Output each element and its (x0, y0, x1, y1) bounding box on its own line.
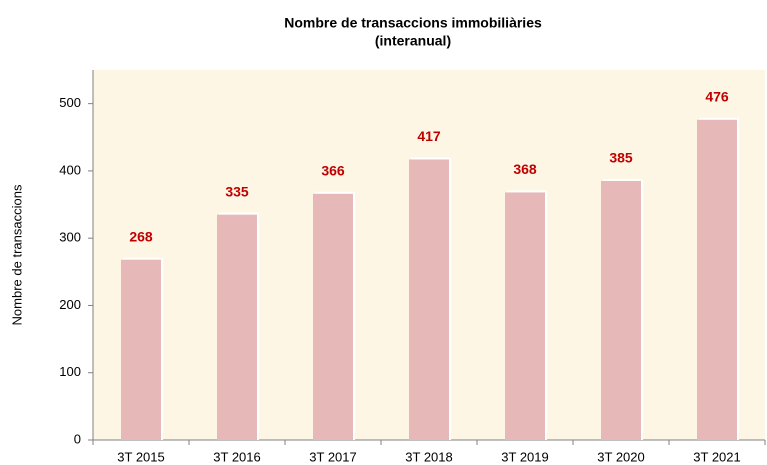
data-label: 335 (225, 183, 249, 199)
data-label: 368 (513, 161, 537, 177)
y-axis-label: Nombre de transaccions (9, 184, 24, 325)
bar (217, 214, 257, 440)
x-tick-label: 3T 2017 (309, 449, 356, 464)
bar (313, 193, 353, 440)
y-tick-label: 100 (59, 364, 81, 379)
bar (601, 181, 641, 440)
data-label: 385 (609, 150, 633, 166)
chart-title: Nombre de transaccions immobiliàries (284, 15, 542, 31)
x-tick-label: 3T 2015 (117, 449, 164, 464)
y-tick-label: 500 (59, 95, 81, 110)
bar (409, 159, 449, 441)
x-tick-label: 3T 2018 (405, 449, 452, 464)
bar (697, 119, 737, 441)
chart-subtitle: (interanual) (375, 33, 451, 49)
x-tick-label: 3T 2016 (213, 449, 260, 464)
data-label: 417 (417, 128, 441, 144)
bar (505, 192, 545, 440)
y-tick-label: 300 (59, 230, 81, 245)
x-tick-label: 3T 2020 (597, 449, 644, 464)
data-label: 268 (129, 228, 153, 244)
y-tick-label: 0 (74, 431, 81, 446)
data-label: 366 (321, 162, 345, 178)
y-tick-label: 200 (59, 297, 81, 312)
y-tick-label: 400 (59, 162, 81, 177)
bar (121, 259, 161, 440)
x-tick-label: 3T 2019 (501, 449, 548, 464)
data-label: 476 (705, 88, 729, 104)
x-tick-label: 3T 2021 (693, 449, 740, 464)
